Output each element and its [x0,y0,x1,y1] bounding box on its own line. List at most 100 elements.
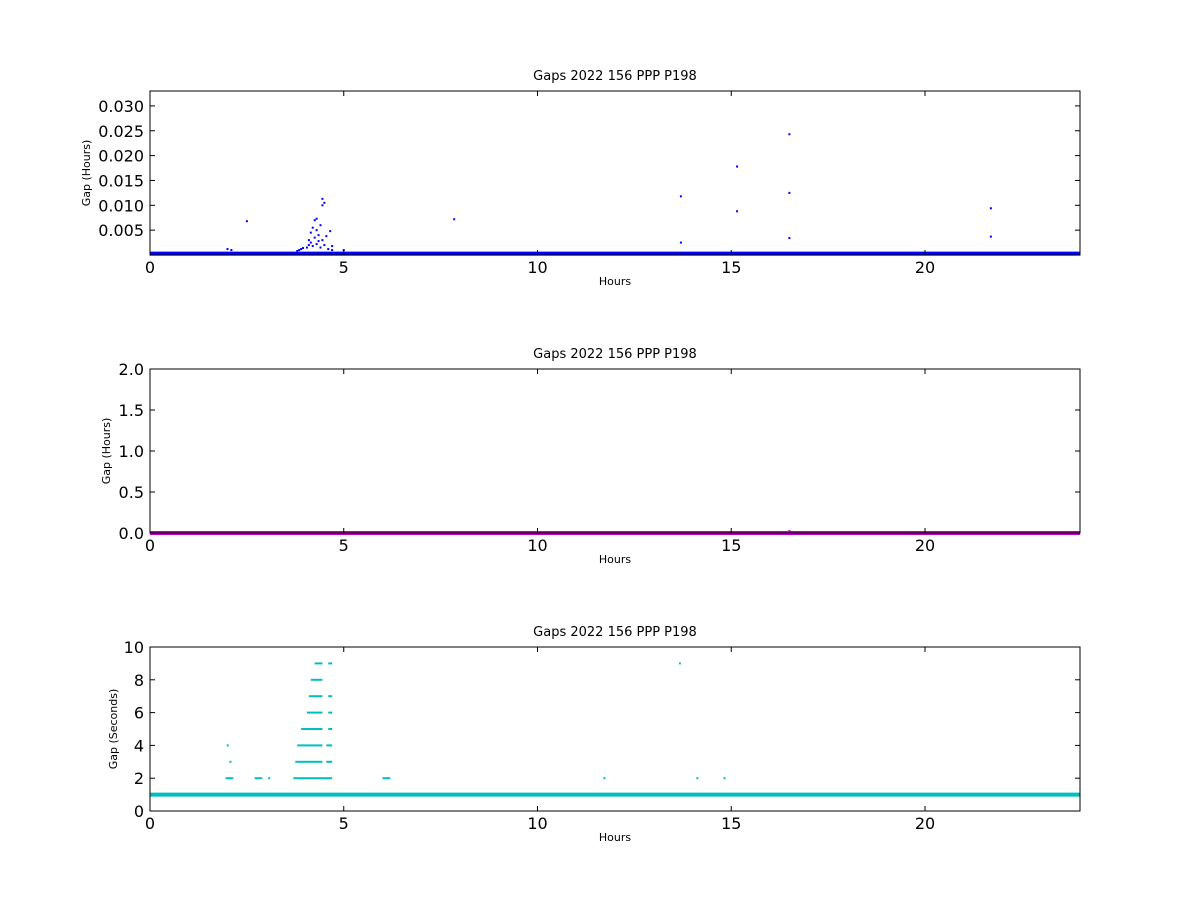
data-segment [225,777,234,780]
data-point [453,531,456,534]
data-point [331,245,334,248]
data-segment [293,777,333,780]
data-point [309,241,312,244]
data-segment [603,777,606,780]
chart-title: Gaps 2022 156 PPP P198 [533,69,697,84]
y-tick-label: 0.020 [98,147,144,166]
data-point [989,235,992,238]
data-segment [678,662,681,665]
data-segment [301,728,323,730]
data-point [788,191,791,194]
data-point [307,244,310,247]
data-point [331,249,334,252]
x-tick-label: 20 [915,536,935,555]
data-point [679,195,682,198]
data-point [321,197,324,200]
data-segment [328,662,333,665]
data-segment [723,777,726,780]
data-point [736,165,739,168]
axes-frame [149,368,1081,534]
data-point [296,250,299,253]
data-point [313,236,316,239]
chart-1: Gaps 2022 156 PPP P198 0 5 10 15 20 0.005 0.010… [80,69,1081,288]
y-tick-label: 0.030 [98,97,144,116]
data-point [325,235,328,238]
data-point [315,243,318,246]
data-point [317,234,320,237]
data-point [321,239,324,242]
data-point [302,247,305,250]
y-axis-label: Gap (Hours) [80,140,93,207]
x-axis-label: Hours [599,831,631,844]
data-point [317,240,320,243]
chart-2: Gaps 2022 156 PPP P198 0 5 10 15 20 0.0 0.5 1.0 1… [100,347,1081,566]
data-point [319,224,322,227]
x-tick-label: 15 [721,258,741,277]
y-axis-label: Gap (Seconds) [107,689,120,770]
data-segment [297,744,323,747]
y-tick-label: 10 [124,638,144,657]
y-tick-label: 0.0 [119,524,144,543]
data-point [245,220,248,223]
y-tick-label: 0.015 [98,171,144,190]
x-tick-label: 10 [527,258,547,277]
data-segment [310,678,323,681]
y-tick-label: 8 [134,671,144,690]
data-point [989,207,992,210]
data-segment [328,711,333,714]
data-point [230,249,233,252]
x-tick-label: 0 [145,814,155,833]
data-segment [328,728,333,730]
data-point [309,231,312,234]
x-tick-label: 10 [527,814,547,833]
data-point [788,237,791,240]
y-tick-label: 4 [134,736,144,755]
chart-title: Gaps 2022 156 PPP P198 [533,347,697,362]
data-segment [328,695,333,698]
y-tick-label: 0.010 [98,196,144,215]
data-segment [229,760,232,763]
data-point [315,229,318,232]
data-point [311,245,314,248]
data-point [311,226,314,229]
data-segment [314,662,323,665]
data-point [307,239,310,242]
chart-title: Gaps 2022 156 PPP P198 [533,625,697,640]
data-point [315,217,318,220]
data-segment [326,760,333,763]
data-point [319,246,322,249]
x-tick-label: 20 [915,258,935,277]
axes-frame [149,90,1081,256]
data-point [321,204,324,207]
x-tick-label: 15 [721,536,741,555]
data-segment [306,711,323,714]
x-tick-label: 15 [721,814,741,833]
y-tick-label: 0.025 [98,122,144,141]
x-tick-label: 0 [145,258,155,277]
data-segment [268,777,271,780]
axes-frame [149,646,1081,812]
data-point [305,246,308,249]
data-point [329,230,332,233]
data-segment [295,760,323,763]
y-tick-label: 1.0 [119,442,144,461]
data-point [679,241,682,244]
data-segment [382,777,391,780]
data-point [453,218,456,221]
data-point [298,249,301,252]
y-tick-label: 0.005 [98,221,144,240]
data-segment [696,777,699,780]
data-segment [326,744,333,747]
data-point [300,248,303,251]
data-point [323,201,326,204]
x-tick-label: 20 [915,814,935,833]
data-segment [226,744,229,747]
data-segment [254,777,263,780]
y-tick-label: 0 [134,802,144,821]
data-point [788,530,791,533]
x-axis-label: Hours [599,275,631,288]
x-tick-label: 5 [339,814,349,833]
data-point [736,210,739,213]
y-axis-label: Gap (Hours) [100,418,113,485]
x-tick-label: 0 [145,536,155,555]
